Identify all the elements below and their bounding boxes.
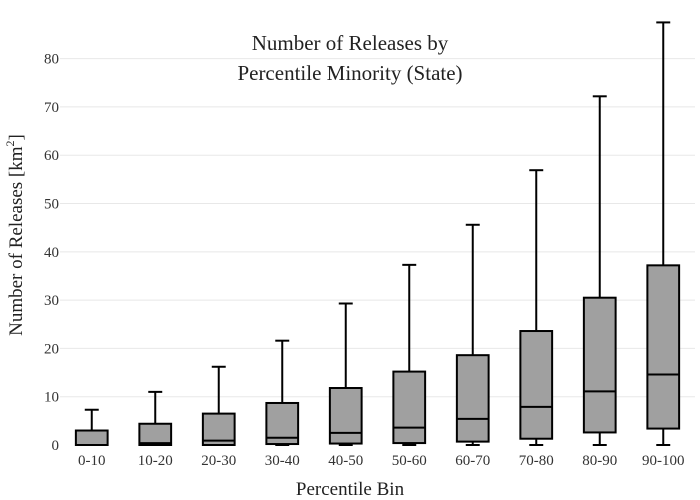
chart-title-line-2: Percentile Minority (State) [237,61,462,85]
x-tick-label: 40-50 [328,453,363,469]
iqr-box [74,429,109,446]
box-90-100 [646,21,681,446]
iqr-box [519,330,554,440]
y-axis-title-close: ] [6,134,27,140]
x-tick-label: 90-100 [642,453,685,469]
box-0-10 [74,408,109,446]
x-tick-label: 60-70 [455,453,490,469]
y-axis-title-superscript: 2 [3,140,17,146]
gridlines [60,58,695,398]
x-tick-labels: 0-10 10-20 20-30 30-40 40-50 50-60 60-70 70-80 8… [78,453,685,469]
y-tick-labels: 0 10 20 30 40 50 60 70 80 [44,52,59,454]
x-tick-label: 30-40 [265,453,300,469]
iqr-box [455,354,490,443]
x-tick-label: 10-20 [138,453,173,469]
y-tick-label: 40 [44,245,59,261]
y-tick-label: 20 [44,341,59,357]
y-tick-label: 0 [52,438,60,454]
box-40-50 [328,302,363,446]
box-60-70 [455,223,490,446]
x-tick-label: 50-60 [392,453,427,469]
y-tick-label: 30 [44,293,59,309]
iqr-box [582,296,617,434]
box-20-30 [201,365,236,446]
box-10-20 [138,390,173,446]
y-tick-label: 80 [44,52,59,68]
x-tick-label: 0-10 [78,453,106,469]
y-tick-label: 60 [44,148,59,164]
y-axis-title-text: Number of Releases [km [6,146,27,336]
iqr-box [646,264,681,430]
x-tick-label: 20-30 [201,453,236,469]
iqr-box [328,387,363,445]
iqr-box [392,370,427,445]
iqr-box [138,422,173,446]
x-tick-label: 70-80 [519,453,554,469]
x-axis-title: Percentile Bin [296,479,405,500]
y-tick-label: 50 [44,197,59,213]
y-tick-label: 10 [44,390,59,406]
box-30-40 [265,339,300,446]
y-tick-label: 70 [44,100,59,116]
boxes [74,21,681,446]
box-50-60 [392,263,427,446]
box-70-80 [519,169,554,446]
x-tick-label: 80-90 [582,453,617,469]
y-axis-title: Number of Releases [km2] [3,134,27,336]
chart-title-line-1: Number of Releases by [252,31,449,55]
box-80-90 [582,95,617,446]
